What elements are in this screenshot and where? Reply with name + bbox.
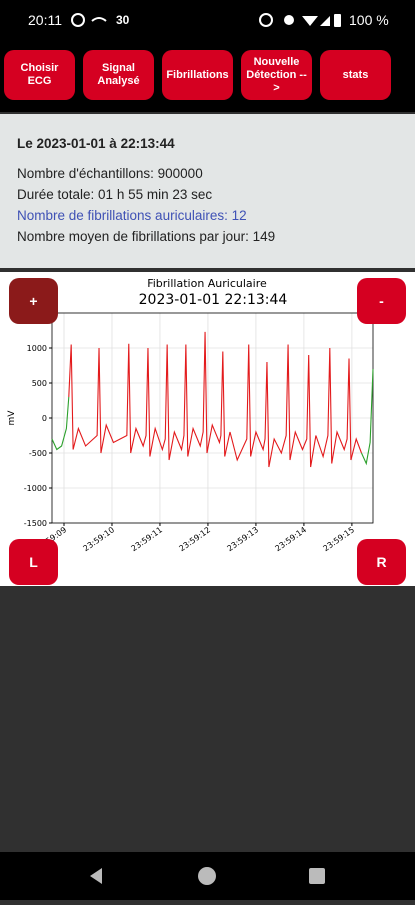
line-series [360,368,374,466]
info-panel: Le 2023-01-01 à 22:13:44 Nombre d'échant… [0,114,415,268]
info-line[interactable]: Nombre de fibrillations auriculaires: 12 [17,208,247,223]
y-axis-label: mV [7,410,17,426]
battery-label: 100 % [349,12,389,28]
info-line: Durée totale: 01 h 55 min 23 sec [17,187,213,202]
nav-icons [90,867,325,885]
info-line: Nombre d'échantillons: 900000 [17,166,203,181]
x-tick-label: 23:59:11 [130,525,165,553]
x-tick-label: 23:59:14 [273,525,308,553]
zoom-out-button[interactable]: - [357,278,406,324]
clock: 20:11 [28,12,62,28]
system-icons [259,13,341,27]
x-tick-label: 23:59:15 [321,525,356,553]
chart: Fibrillation Auriculaire 2023-01-01 22:1… [7,277,374,553]
y-tick-label: -500 [29,449,47,458]
toolbar-button[interactable]: Choisir ECG [4,50,75,100]
back-button[interactable] [90,868,102,884]
y-tick-label: 0 [42,414,47,423]
right-button[interactable]: R [357,539,406,585]
network-label: 30 [116,13,130,27]
chart-panel: Fibrillation Auriculaire 2023-01-01 22:1… [0,272,415,586]
toolbar-button[interactable]: Signal Analysé [83,50,154,100]
line-series [68,331,362,468]
chart-title: Fibrillation Auriculaire [147,277,267,290]
chart-subtitle: 2023-01-01 22:13:44 [139,292,288,308]
status-icons [71,13,107,27]
toolbar: Choisir ECG Signal Analysé Fibrillations No… [0,40,415,112]
toolbar-button[interactable]: Nouvelle Détection --> [241,50,312,100]
y-tick-label: 500 [32,379,47,388]
x-tick-label: 23:59:13 [225,525,260,553]
info-line: Nombre moyen de fibrillations par jour: … [17,229,276,244]
y-tick-label: -1500 [24,519,47,528]
y-tick-label: -1000 [24,484,47,493]
y-tick-label: 1000 [27,344,47,353]
info-title: Le 2023-01-01 à 22:13:44 [17,136,175,151]
toolbar-button[interactable]: stats [320,50,391,100]
left-button[interactable]: L [9,539,58,585]
plot-frame [51,312,374,524]
line-series [51,396,70,451]
recents-button[interactable] [309,868,325,884]
toolbar-button[interactable]: Fibrillations [162,50,233,100]
x-tick-label: 23:59:10 [82,525,117,553]
status-bar: 20:11 30 100 % [0,0,415,40]
x-tick-label: 23:59:12 [177,525,212,553]
home-button[interactable] [198,867,216,885]
nav-bar [0,852,415,900]
zoom-in-button[interactable]: + [9,278,58,324]
